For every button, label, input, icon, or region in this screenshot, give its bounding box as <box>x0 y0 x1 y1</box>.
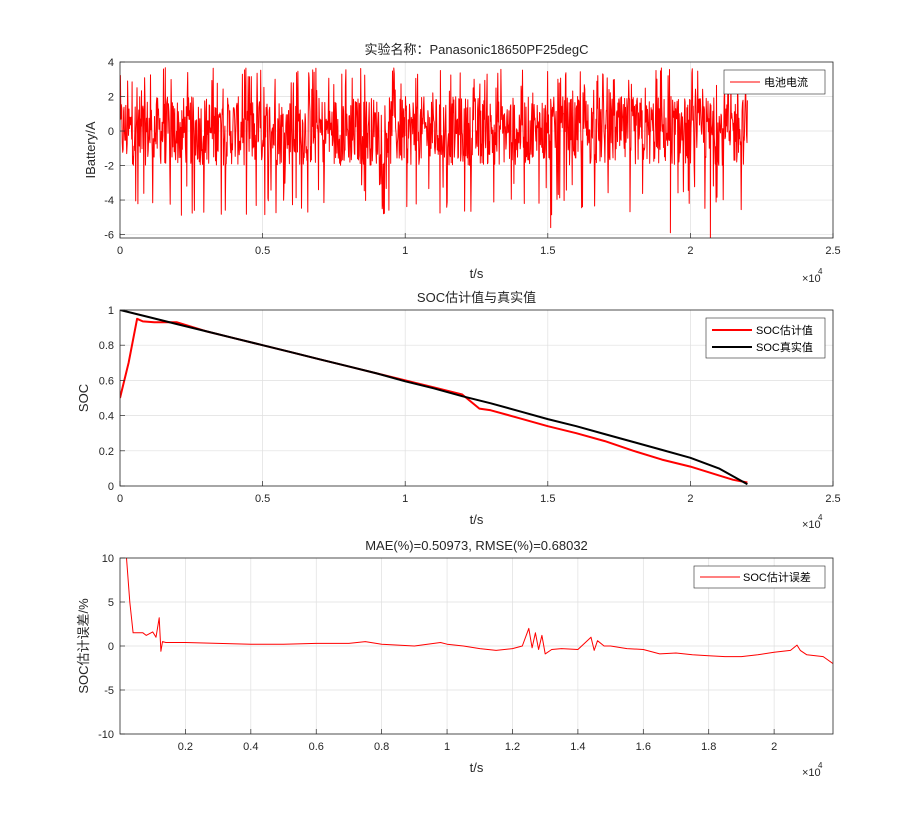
y-tick-label: 0 <box>108 641 114 653</box>
y-tick-label: 0.2 <box>99 446 114 458</box>
x-tick-label: 0 <box>117 493 123 505</box>
x-axis-label: t/s <box>470 760 484 775</box>
y-tick-label: 0.8 <box>99 340 114 352</box>
x-tick-label: 0 <box>117 245 123 257</box>
x-tick-label: 1.5 <box>540 493 555 505</box>
x-tick-label: 1 <box>402 493 408 505</box>
y-tick-label: 4 <box>108 57 114 69</box>
x-exponent: ×10 4 <box>802 267 823 285</box>
axes-frame <box>119 61 834 239</box>
panel-soc: 0 0.5 1 1.5 2 2.5 0 0.2 0.4 0.6 0.8 1 SOC估计值与真实值 t/… <box>76 290 841 531</box>
x-tick-label: 1 <box>444 741 450 753</box>
y-axis-label: SOC估计误差/% <box>76 598 91 694</box>
svg-text:4: 4 <box>818 513 823 522</box>
legend: 电池电流 <box>723 69 826 95</box>
tick-labels: 0.2 0.4 0.6 0.8 1 1.2 1.4 1.6 1.8 2 -10 -5 0 5 10 <box>98 553 777 753</box>
y-tick-label: -10 <box>98 729 114 741</box>
legend-label: SOC估计误差 <box>743 570 811 584</box>
y-tick-label: -6 <box>104 230 114 242</box>
legend: SOC估计误差 <box>693 565 826 589</box>
series-group <box>125 558 833 665</box>
series-line <box>125 558 833 665</box>
svg-text:4: 4 <box>818 761 823 770</box>
x-axis-label: t/s <box>470 512 484 527</box>
x-tick-label: 1.5 <box>540 245 555 257</box>
y-axis-label: IBattery/A <box>83 121 98 178</box>
y-tick-label: -4 <box>104 195 114 207</box>
x-tick-label: 1.2 <box>505 741 520 753</box>
chart-title: 实验名称：Panasonic18650PF25degC <box>364 42 588 57</box>
panel-error: 0.2 0.4 0.6 0.8 1 1.2 1.4 1.6 1.8 2 -10 -5 0 5 10 MAE(… <box>76 538 834 779</box>
x-tick-label: 0.5 <box>255 245 270 257</box>
x-tick-label: 2 <box>771 741 777 753</box>
series-line <box>120 67 748 238</box>
series-line <box>120 310 748 486</box>
tick-labels: 0 0.5 1 1.5 2 2.5 -6 -4 -2 0 2 4 <box>104 57 840 257</box>
x-tick-label: 1.8 <box>701 741 716 753</box>
x-tick-label: 0.8 <box>374 741 389 753</box>
tick-labels: 0 0.5 1 1.5 2 2.5 0 0.2 0.4 0.6 0.8 1 <box>99 305 841 505</box>
y-tick-label: 10 <box>102 553 114 565</box>
x-exponent: ×10 4 <box>802 761 823 779</box>
y-tick-label: 2 <box>108 92 114 104</box>
y-tick-label: 1 <box>108 305 114 317</box>
x-tick-label: 1.6 <box>636 741 651 753</box>
x-tick-label: 0.5 <box>255 493 270 505</box>
x-exponent: ×10 4 <box>802 513 823 531</box>
panel-current: 0 0.5 1 1.5 2 2.5 -6 -4 -2 0 2 4 实验名称：Panasonic1865… <box>83 42 841 285</box>
x-tick-label: 1.4 <box>570 741 585 753</box>
y-axis-label: SOC <box>76 384 91 412</box>
y-tick-label: 5 <box>108 597 114 609</box>
x-tick-label: 1 <box>402 245 408 257</box>
svg-text:×10: ×10 <box>802 273 821 285</box>
x-tick-label: 2 <box>687 493 693 505</box>
legend-box <box>705 317 826 359</box>
legend: SOC估计值 SOC真实值 <box>705 317 826 359</box>
svg-text:4: 4 <box>818 267 823 276</box>
y-tick-label: 0.4 <box>99 411 114 423</box>
y-tick-label: 0.6 <box>99 375 114 387</box>
y-tick-label: -5 <box>104 685 114 697</box>
svg-text:×10: ×10 <box>802 767 821 779</box>
svg-text:×10: ×10 <box>802 519 821 531</box>
legend-box <box>693 565 826 589</box>
y-tick-label: 0 <box>108 481 114 493</box>
x-tick-label: 2.5 <box>825 245 840 257</box>
y-tick-label: 0 <box>108 126 114 138</box>
legend-label: 电池电流 <box>764 75 808 89</box>
x-tick-label: 0.2 <box>178 741 193 753</box>
legend-label: SOC真实值 <box>756 340 813 354</box>
legend-label: SOC估计值 <box>756 324 813 337</box>
x-tick-label: 0.4 <box>243 741 258 753</box>
series-group <box>120 67 748 238</box>
chart-title: MAE(%)=0.50973, RMSE(%)=0.68032 <box>365 538 588 553</box>
chart-title: SOC估计值与真实值 <box>417 290 536 305</box>
x-tick-label: 2.5 <box>825 493 840 505</box>
x-axis-label: t/s <box>470 266 484 281</box>
y-tick-label: -2 <box>104 161 114 173</box>
x-tick-label: 2 <box>687 245 693 257</box>
series-group <box>120 310 748 486</box>
axes-frame <box>119 309 834 487</box>
x-tick-label: 0.6 <box>309 741 324 753</box>
